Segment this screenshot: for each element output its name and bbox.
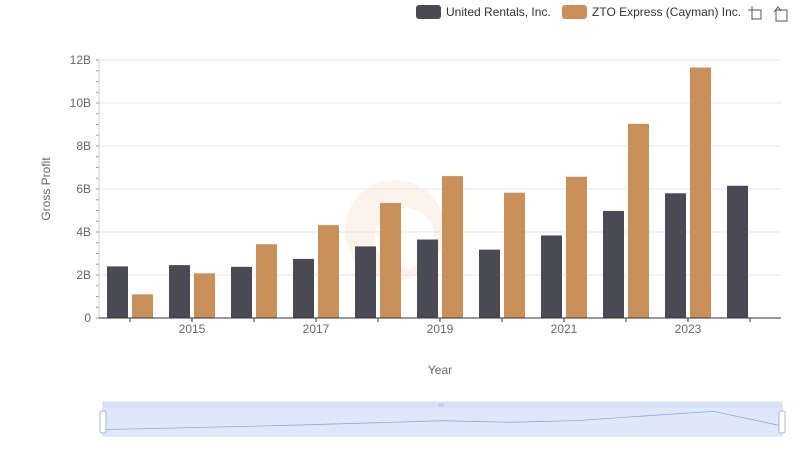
bar[interactable] <box>690 67 711 319</box>
bar[interactable] <box>727 185 748 318</box>
bar[interactable] <box>355 246 376 318</box>
legend-label: United Rentals, Inc. <box>446 5 551 19</box>
y-axis-title: Gross Profit <box>39 157 53 221</box>
bar[interactable] <box>479 249 500 318</box>
bar[interactable] <box>504 192 525 318</box>
y-tick-label: 8B <box>76 139 91 153</box>
slider-right-handle[interactable] <box>778 410 786 434</box>
bar[interactable] <box>628 123 649 318</box>
legend-item[interactable]: ZTO Express (Cayman) Inc. <box>562 5 741 19</box>
x-axis: 2015 2017 2019 2021 2023 <box>129 318 751 336</box>
bar[interactable] <box>194 273 215 318</box>
crop-icon[interactable] <box>748 6 762 20</box>
slider-grip-icon[interactable] <box>438 403 444 407</box>
legend: United Rentals, Inc. ZTO Express (Cayman)… <box>416 5 741 19</box>
y-tick-label: 6B <box>76 182 91 196</box>
bar[interactable] <box>256 244 277 318</box>
bar[interactable] <box>318 225 339 318</box>
bar[interactable] <box>442 176 463 318</box>
legend-item[interactable]: United Rentals, Inc. <box>416 5 551 19</box>
bar[interactable] <box>293 258 314 318</box>
bar[interactable] <box>107 266 128 318</box>
bar[interactable] <box>541 235 562 318</box>
y-tick-label: 2B <box>76 268 91 282</box>
bar[interactable] <box>169 265 190 318</box>
legend-swatch <box>416 5 441 19</box>
data-zoom-slider[interactable] <box>99 401 786 437</box>
y-tick-label: 10B <box>70 96 91 110</box>
x-tick-label: 2017 <box>303 322 330 336</box>
bar[interactable] <box>132 294 153 318</box>
y-tick-label: 12B <box>70 53 91 67</box>
bar[interactable] <box>603 210 624 318</box>
x-axis-title: Year <box>428 363 452 377</box>
x-tick-label: 2021 <box>551 322 578 336</box>
bar[interactable] <box>231 266 252 318</box>
slider-top-bar <box>103 402 782 408</box>
bar[interactable] <box>566 176 587 318</box>
slider-left-handle[interactable] <box>99 410 107 434</box>
restore-icon[interactable] <box>773 6 788 22</box>
legend-label: ZTO Express (Cayman) Inc. <box>592 5 741 19</box>
y-axis: 0 2B 4B 6B 8B 10B 12B <box>70 53 92 325</box>
x-tick-label: 2015 <box>179 322 206 336</box>
bar[interactable] <box>380 202 401 318</box>
legend-swatch <box>562 5 587 19</box>
y-tick-label: 4B <box>76 225 91 239</box>
bars <box>107 67 748 319</box>
bar[interactable] <box>417 239 438 318</box>
slider-preview-line <box>102 410 783 430</box>
x-tick-label: 2023 <box>675 322 702 336</box>
bar[interactable] <box>665 193 686 318</box>
y-tick-label: 0 <box>84 311 91 325</box>
x-tick-label: 2019 <box>427 322 454 336</box>
